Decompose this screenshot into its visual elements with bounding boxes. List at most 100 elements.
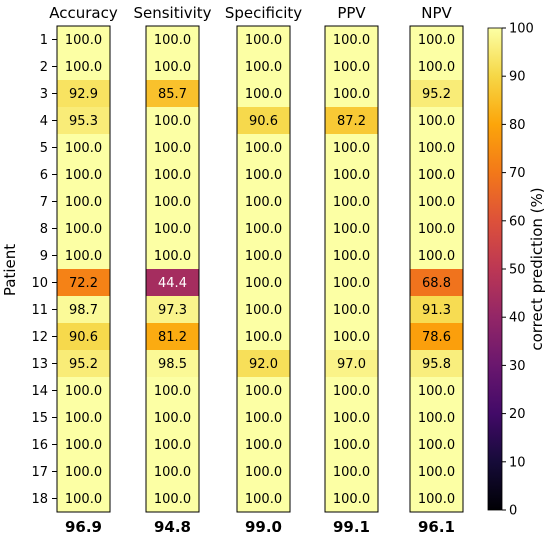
heatmap-cell	[410, 107, 463, 134]
row-label: 1	[40, 33, 48, 48]
heatmap-cell	[237, 188, 290, 215]
heatmap-cell	[146, 431, 199, 458]
cell-value: 100.0	[333, 141, 370, 156]
cell-value: 100.0	[65, 411, 102, 426]
heatmap-cell	[237, 485, 290, 512]
row-label: 18	[31, 492, 48, 507]
column-frame	[145, 25, 200, 513]
heatmap-cell	[237, 377, 290, 404]
heatmap-cell	[410, 485, 463, 512]
column-summary: 94.8	[154, 518, 191, 536]
colorbar-tick-label: 0	[509, 504, 517, 519]
heatmap-cell	[325, 80, 378, 107]
heatmap-cell	[410, 53, 463, 80]
heatmap-cell	[57, 377, 110, 404]
cell-value: 95.2	[422, 87, 451, 102]
heatmap-cell	[57, 350, 110, 377]
cell-value: 100.0	[333, 438, 370, 453]
cell-value: 100.0	[418, 465, 455, 480]
row-label: 4	[40, 114, 48, 129]
cell-value: 100.0	[418, 222, 455, 237]
heatmap-cell	[325, 296, 378, 323]
cell-value: 92.9	[69, 87, 98, 102]
cell-value: 100.0	[154, 168, 191, 183]
colorbar-tick-label: 60	[509, 214, 526, 229]
heatmap-cell	[146, 80, 199, 107]
row-label: 11	[31, 303, 48, 318]
heatmap-cell	[325, 458, 378, 485]
cell-value: 100.0	[418, 33, 455, 48]
heatmap-cell	[410, 431, 463, 458]
heatmap-cell	[410, 80, 463, 107]
cell-value: 100.0	[154, 249, 191, 264]
colorbar-tick-label: 10	[509, 455, 526, 470]
heatmap-cell	[57, 458, 110, 485]
cell-value: 87.2	[337, 114, 366, 129]
heatmap-cell	[325, 107, 378, 134]
cell-value: 100.0	[65, 438, 102, 453]
y-axis-label: Patient	[1, 244, 19, 296]
heatmap-cell	[146, 134, 199, 161]
heatmap-cell	[410, 323, 463, 350]
heatmap-cell	[325, 53, 378, 80]
heatmap-cell	[237, 134, 290, 161]
cell-value: 100.0	[65, 141, 102, 156]
cell-value: 100.0	[154, 465, 191, 480]
row-label: 13	[31, 357, 48, 372]
colorbar-tick-label: 30	[509, 359, 526, 374]
heatmap-cell	[325, 215, 378, 242]
cell-value: 100.0	[65, 492, 102, 507]
heatmap-cell	[325, 134, 378, 161]
heatmap-cell	[325, 377, 378, 404]
column-sensitivity: Sensitivity 100.0 100.0 85.7 100.0 100.0 100.0…	[133, 4, 211, 536]
heatmap-cell	[325, 350, 378, 377]
cell-value: 100.0	[245, 141, 282, 156]
cell-value: 100.0	[245, 33, 282, 48]
cell-value: 100.0	[418, 60, 455, 75]
colorbar-tick-label: 90	[509, 70, 526, 85]
column-summary: 99.0	[245, 518, 282, 536]
cell-value: 100.0	[418, 384, 455, 399]
heatmap-columns: Accuracy 100.0 100.0 92.9 95.3 100.0 100.0 100.…	[49, 4, 464, 536]
colorbar-tick-label: 20	[509, 407, 526, 422]
column-frame	[324, 25, 379, 513]
cell-value: 100.0	[333, 222, 370, 237]
cell-value: 100.0	[245, 60, 282, 75]
heatmap-cell	[410, 350, 463, 377]
cell-value: 95.3	[69, 114, 98, 129]
heatmap-cell	[146, 188, 199, 215]
cell-value: 100.0	[333, 465, 370, 480]
heatmap-cell	[410, 242, 463, 269]
row-label: 10	[31, 276, 48, 291]
cell-value: 44.4	[158, 276, 187, 291]
cell-value: 95.2	[69, 357, 98, 372]
heatmap-cell	[146, 458, 199, 485]
cell-value: 100.0	[245, 249, 282, 264]
column-accuracy: Accuracy 100.0 100.0 92.9 95.3 100.0 100.0 100.…	[49, 4, 118, 536]
cell-value: 100.0	[418, 141, 455, 156]
heatmap-cell	[57, 431, 110, 458]
heatmap-cell	[57, 53, 110, 80]
column-frame	[236, 25, 291, 513]
cell-value: 90.6	[69, 330, 98, 345]
cell-value: 90.6	[249, 114, 278, 129]
row-label: 14	[31, 384, 48, 399]
cell-value: 97.3	[158, 303, 187, 318]
cell-value: 100.0	[154, 60, 191, 75]
heatmap-cell	[237, 350, 290, 377]
heatmap-cell	[57, 269, 110, 296]
heatmap-cell	[146, 377, 199, 404]
heatmap-cell	[410, 188, 463, 215]
heatmap-cell	[325, 188, 378, 215]
heatmap-cell	[57, 188, 110, 215]
column-title: Specificity	[225, 4, 302, 22]
heatmap-cell	[237, 107, 290, 134]
cell-value: 100.0	[245, 195, 282, 210]
cell-value: 100.0	[245, 303, 282, 318]
cell-value: 72.2	[69, 276, 98, 291]
colorbar-tick-label: 40	[509, 311, 526, 326]
row-label: 7	[40, 195, 48, 210]
cell-value: 100.0	[65, 222, 102, 237]
heatmap-cell	[146, 350, 199, 377]
